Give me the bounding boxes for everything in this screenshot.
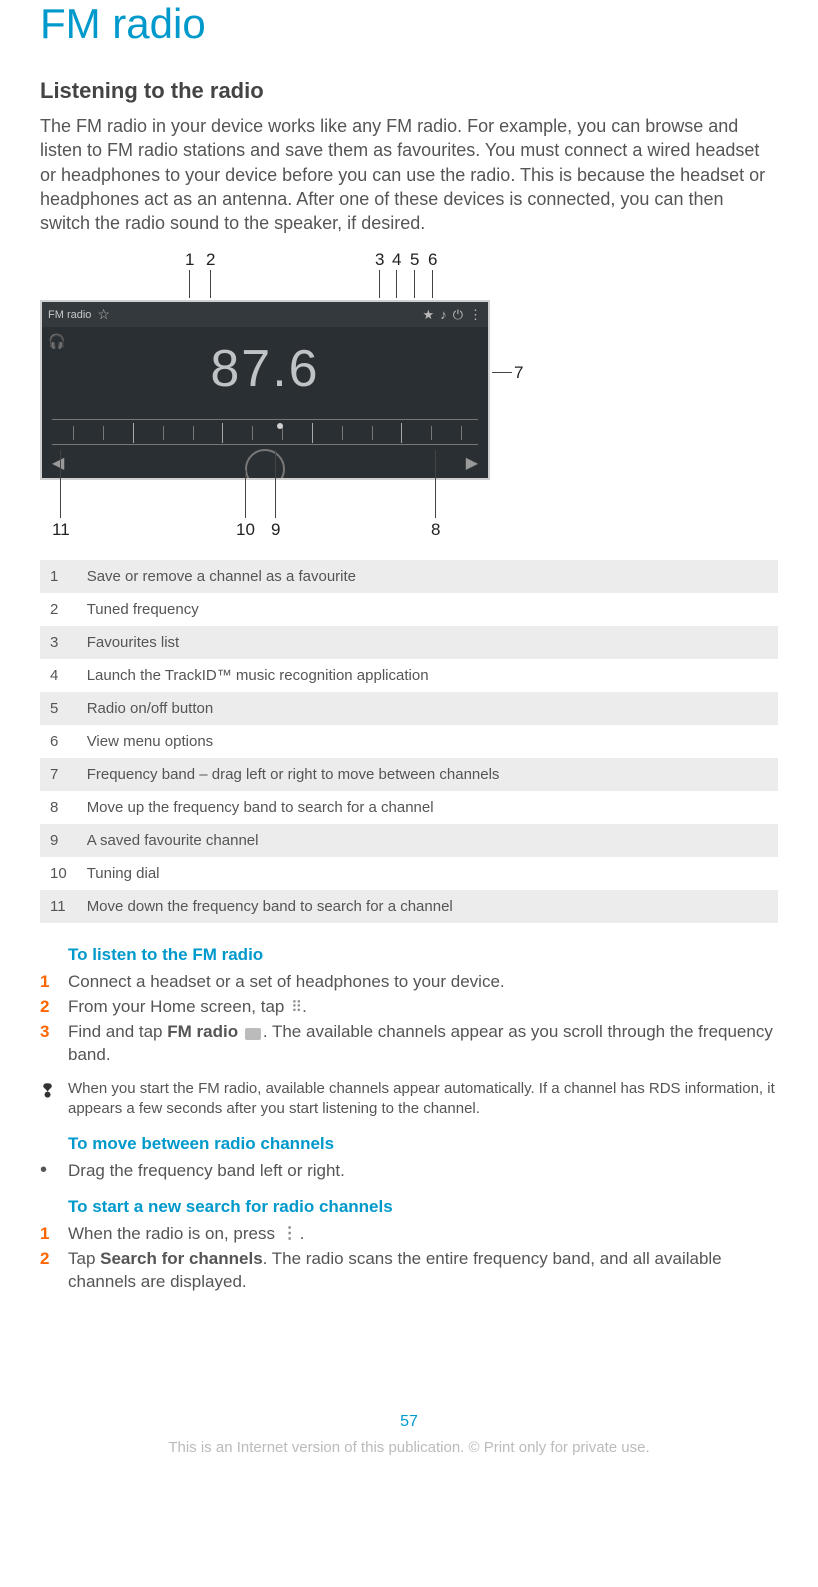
step-text: From your Home screen, tap .: [68, 996, 778, 1019]
table-row: 5Radio on/off button: [40, 692, 778, 725]
procedure-heading: To move between radio channels: [68, 1134, 778, 1154]
callout-4: 4: [392, 250, 401, 270]
step-number: 1: [40, 971, 68, 994]
procedure-step: 1 When the radio is on, press .: [40, 1223, 778, 1246]
step-text: Find and tap FM radio . The available ch…: [68, 1021, 778, 1067]
info-icon: [40, 1079, 68, 1120]
callout-3: 3: [375, 250, 384, 270]
callout-10: 10: [236, 520, 255, 540]
intro-paragraph: The FM radio in your device works like a…: [40, 114, 778, 235]
callout-5: 5: [410, 250, 419, 270]
tuning-dial: [245, 449, 285, 480]
table-row: 11Move down the frequency band to search…: [40, 890, 778, 923]
apps-grid-icon: [291, 998, 300, 1018]
radio-app-screenshot: FM radio ☆ ★ ♪ ⏻ ⋮ 🎧 87.6: [40, 300, 490, 480]
callout-reference-table: 1Save or remove a channel as a favourite…: [40, 560, 778, 923]
table-row: 4Launch the TrackID™ music recognition a…: [40, 659, 778, 692]
step-number: 1: [40, 1223, 68, 1246]
page-number: 57: [40, 1413, 778, 1431]
fm-radio-app-icon: [245, 1028, 261, 1040]
bullet-icon: •: [40, 1160, 68, 1183]
table-row: 9A saved favourite channel: [40, 824, 778, 857]
menu-icon: ⋮: [469, 307, 482, 323]
step-number: 2: [40, 1248, 68, 1294]
step-number: 2: [40, 996, 68, 1019]
favourite-star-icon: ☆: [97, 306, 110, 323]
callout-11: 11: [52, 520, 70, 540]
frequency-display: 87.6: [210, 339, 319, 399]
procedure-step: 1 Connect a headset or a set of headphon…: [40, 971, 778, 994]
copyright-disclaimer: This is an Internet version of this publ…: [40, 1439, 778, 1456]
step-text: Connect a headset or a set of headphones…: [68, 971, 778, 994]
overflow-menu-icon: [282, 1223, 298, 1245]
callout-9: 9: [271, 520, 280, 540]
page-footer: 57 This is an Internet version of this p…: [40, 1413, 778, 1456]
favourites-list-icon: ★: [423, 307, 435, 323]
freq-down-icon: ◀: [52, 453, 64, 473]
table-row: 1Save or remove a channel as a favourite: [40, 560, 778, 593]
table-row: 6View menu options: [40, 725, 778, 758]
step-number: 3: [40, 1021, 68, 1067]
headphone-icon: 🎧: [48, 333, 65, 350]
callout-7: 7: [514, 363, 523, 383]
procedure-step: • Drag the frequency band left or right.: [40, 1160, 778, 1183]
table-row: 10Tuning dial: [40, 857, 778, 890]
step-text: Drag the frequency band left or right.: [68, 1160, 778, 1183]
table-row: 8Move up the frequency band to search fo…: [40, 791, 778, 824]
procedure-step: 2 From your Home screen, tap .: [40, 996, 778, 1019]
note-text: When you start the FM radio, available c…: [68, 1079, 778, 1120]
diagram-top-callouts: 1 2 3 4 5 6: [40, 250, 520, 300]
procedure-step: 2 Tap Search for channels. The radio sca…: [40, 1248, 778, 1294]
callout-6: 6: [428, 250, 437, 270]
radio-ui-diagram: 1 2 3 4 5 6 FM radio ☆ ★ ♪ ⏻ ⋮ 🎧 87.6: [40, 250, 520, 540]
procedure-heading: To start a new search for radio channels: [68, 1197, 778, 1217]
trackid-icon: ♪: [440, 307, 447, 322]
info-note: When you start the FM radio, available c…: [40, 1079, 778, 1120]
step-text: Tap Search for channels. The radio scans…: [68, 1248, 778, 1294]
frequency-band: [52, 419, 478, 445]
section-heading: Listening to the radio: [40, 78, 778, 104]
page-title: FM radio: [40, 0, 778, 48]
diagram-bottom-callouts: 11 10 9 8: [40, 480, 520, 540]
procedure-step: 3 Find and tap FM radio . The available …: [40, 1021, 778, 1067]
radio-app-title: FM radio: [48, 309, 91, 321]
callout-8: 8: [431, 520, 440, 540]
table-row: 2Tuned frequency: [40, 593, 778, 626]
callout-1: 1: [185, 250, 194, 270]
callout-2: 2: [206, 250, 215, 270]
step-text: When the radio is on, press .: [68, 1223, 778, 1246]
freq-up-icon: ▶: [466, 453, 478, 473]
table-row: 3Favourites list: [40, 626, 778, 659]
power-icon: ⏻: [453, 307, 463, 323]
radio-app-header: FM radio ☆ ★ ♪ ⏻ ⋮: [42, 302, 488, 327]
table-row: 7Frequency band – drag left or right to …: [40, 758, 778, 791]
procedure-heading: To listen to the FM radio: [68, 945, 778, 965]
